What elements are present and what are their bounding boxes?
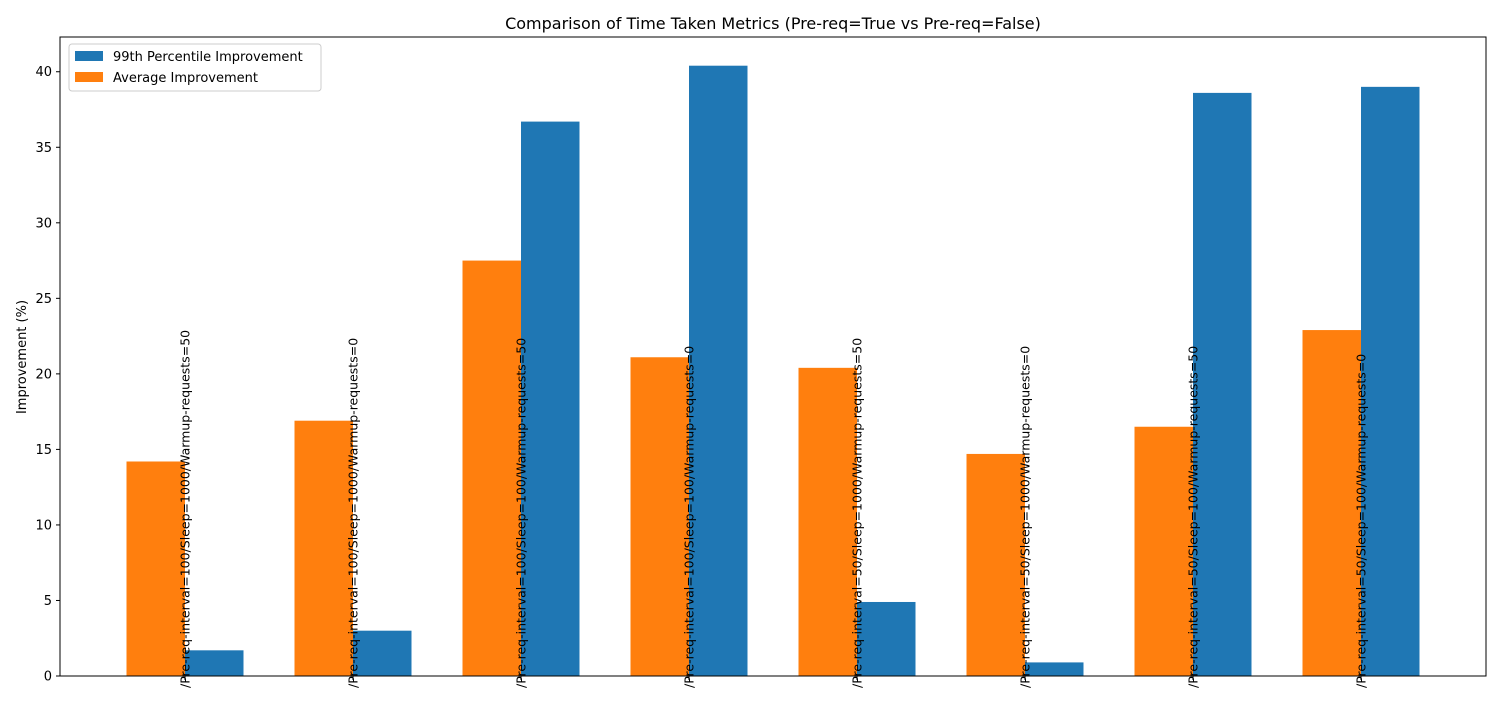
- y-tick-label: 20: [35, 367, 52, 382]
- bars-layer: [126, 65, 1420, 676]
- bar-99th-percentile-improvement: [857, 601, 916, 676]
- x-tick-label: /Pre-req-interval=50/Sleep=100/Warmup-re…: [1186, 346, 1201, 688]
- bar-99th-percentile-improvement: [1361, 86, 1420, 676]
- y-tick-label: 30: [35, 216, 52, 231]
- legend-swatch-average: [75, 72, 103, 82]
- y-tick-label: 15: [35, 443, 52, 458]
- chart-title: Comparison of Time Taken Metrics (Pre-re…: [505, 14, 1041, 33]
- y-tick-label: 5: [44, 594, 52, 609]
- y-tick-label: 35: [35, 141, 52, 156]
- x-tick-label: /Pre-req-interval=100/Sleep=1000/Warmup-…: [178, 330, 193, 688]
- bar-average-improvement: [966, 453, 1025, 676]
- bar-average-improvement: [294, 420, 353, 676]
- bar-average-improvement: [1134, 426, 1193, 676]
- bar-average-improvement: [126, 461, 185, 676]
- y-tick-label: 40: [35, 65, 52, 80]
- bar-average-improvement: [1302, 330, 1361, 676]
- bar-99th-percentile-improvement: [1193, 92, 1252, 676]
- x-tick-label: /Pre-req-interval=100/Sleep=100/Warmup-r…: [682, 346, 697, 688]
- legend-frame: [68, 43, 322, 92]
- x-tick-label: /Pre-req-interval=50/Sleep=1000/Warmup-r…: [1018, 346, 1033, 688]
- bar-99th-percentile-improvement: [1025, 662, 1084, 676]
- x-tick-label: /Pre-req-interval=100/Sleep=100/Warmup-r…: [514, 338, 529, 688]
- legend: 99th Percentile Improvement Average Impr…: [68, 43, 322, 92]
- bar-99th-percentile-improvement: [521, 121, 580, 676]
- x-axis-tick-labels: /Pre-req-interval=100/Sleep=1000/Warmup-…: [178, 330, 1369, 688]
- legend-label-99th-percentile: 99th Percentile Improvement: [113, 50, 303, 65]
- y-tick-label: 10: [35, 518, 52, 533]
- y-tick-label: 0: [44, 670, 52, 685]
- bar-99th-percentile-improvement: [689, 65, 748, 676]
- x-tick-label: /Pre-req-interval=50/Sleep=100/Warmup-re…: [1354, 354, 1369, 688]
- x-tick-label: /Pre-req-interval=100/Sleep=1000/Warmup-…: [346, 338, 361, 688]
- y-tick-label: 25: [35, 292, 52, 307]
- bar-99th-percentile-improvement: [353, 630, 412, 676]
- x-tick-label: /Pre-req-interval=50/Sleep=1000/Warmup-r…: [850, 338, 865, 688]
- legend-swatch-99th-percentile: [75, 51, 103, 61]
- plot-frame: [59, 36, 1487, 677]
- y-axis-label: Improvement (%): [15, 300, 30, 414]
- bar-average-improvement: [462, 260, 521, 676]
- y-axis-ticks: 0 5 10 15 20 25 30 35 40: [35, 65, 60, 685]
- bar-99th-percentile-improvement: [185, 650, 244, 676]
- legend-label-average: Average Improvement: [113, 71, 258, 86]
- bar-average-improvement: [798, 367, 857, 676]
- bar-average-improvement: [630, 357, 689, 676]
